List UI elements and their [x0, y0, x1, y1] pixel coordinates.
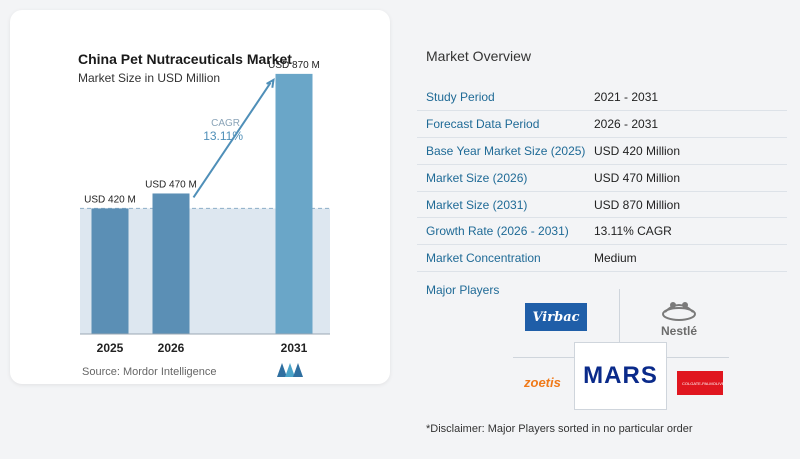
overview-row: Market Size (2026) USD 470 Million [417, 164, 787, 192]
overview-row-value: USD 470 Million [594, 164, 787, 192]
tick-label-2026: 2026 [158, 341, 185, 355]
colgate-logo-text: COLGATE-PALMOLIVE [682, 380, 725, 386]
nestle-logo: Nestlé [649, 296, 709, 338]
overview-row-value: USD 870 Million [594, 191, 787, 219]
overview-row: Study Period 2021 - 2031 [417, 84, 787, 112]
major-players-label: Major Players [426, 283, 500, 297]
mordor-logo-icon [277, 363, 303, 377]
source-note: Source: Mordor Intelligence [82, 366, 217, 378]
mars-logo: MARS [574, 342, 667, 410]
overview-row-label: Market Concentration [417, 244, 594, 273]
nestle-nest-icon [662, 302, 696, 321]
grid-divider [619, 289, 620, 343]
overview-row: Market Size (2031) USD 870 Million [417, 191, 787, 219]
overview-row: Forecast Data Period 2026 - 2031 [417, 110, 787, 139]
chart-title: China Pet Nutraceuticals Market [78, 51, 292, 67]
overview-row-label: Market Size (2026) [417, 164, 594, 192]
cagr-label: CAGR [211, 118, 240, 129]
overview-row: Growth Rate (2026 - 2031) 13.11% CAGR [417, 217, 787, 246]
tick-label-2025: 2025 [97, 341, 124, 355]
colgate-palmolive-logo: COLGATE-PALMOLIVE [677, 371, 725, 395]
data-label-2031: USD 870 M [268, 60, 320, 71]
virbac-logo: Virbac [525, 303, 587, 331]
bar-2031 [275, 73, 313, 335]
overview-row-label: Forecast Data Period [417, 110, 594, 139]
overview-row-label: Market Size (2031) [417, 191, 594, 219]
overview-row-value: 2021 - 2031 [594, 84, 787, 112]
overview-row-value: Medium [594, 244, 787, 273]
overview-row-label: Growth Rate (2026 - 2031) [417, 217, 594, 246]
cagr-arrowhead-icon [266, 77, 275, 88]
market-size-chart: USD 420 M 2025 USD 470 M 2026 USD 870 M 2031 C… [80, 60, 330, 355]
cagr-arrow-icon [192, 82, 272, 199]
overview-row-label: Base Year Market Size (2025) [417, 137, 594, 165]
overview-row-value: 2026 - 2031 [594, 110, 787, 139]
overview-row-value: 13.11% CAGR [594, 217, 787, 246]
cagr-value: 13.11% [203, 129, 243, 143]
bar-2025 [91, 208, 129, 334]
overview-row-label: Study Period [417, 84, 594, 112]
mars-logo-text: MARS [583, 362, 658, 389]
overview-title: Market Overview [426, 48, 532, 64]
market-overview-table: Study Period 2021 - 2031 Forecast Data Per… [417, 84, 787, 273]
overview-row: Market Concentration Medium [417, 244, 787, 273]
data-label-2026: USD 470 M [145, 179, 197, 190]
disclaimer: *Disclaimer: Major Players sorted in no … [426, 423, 693, 435]
chart-subtitle: Market Size in USD Million [78, 71, 221, 85]
bar-2026 [152, 193, 190, 334]
tick-label-2031: 2031 [281, 341, 308, 355]
overview-row-value: USD 420 Million [594, 137, 787, 165]
zoetis-logo: zoetis [524, 375, 561, 390]
data-label-2025: USD 420 M [84, 194, 136, 205]
overview-row: Base Year Market Size (2025) USD 420 Mill… [417, 137, 787, 165]
virbac-logo-text: Virbac [532, 309, 580, 325]
nestle-logo-text: Nestlé [660, 324, 698, 338]
